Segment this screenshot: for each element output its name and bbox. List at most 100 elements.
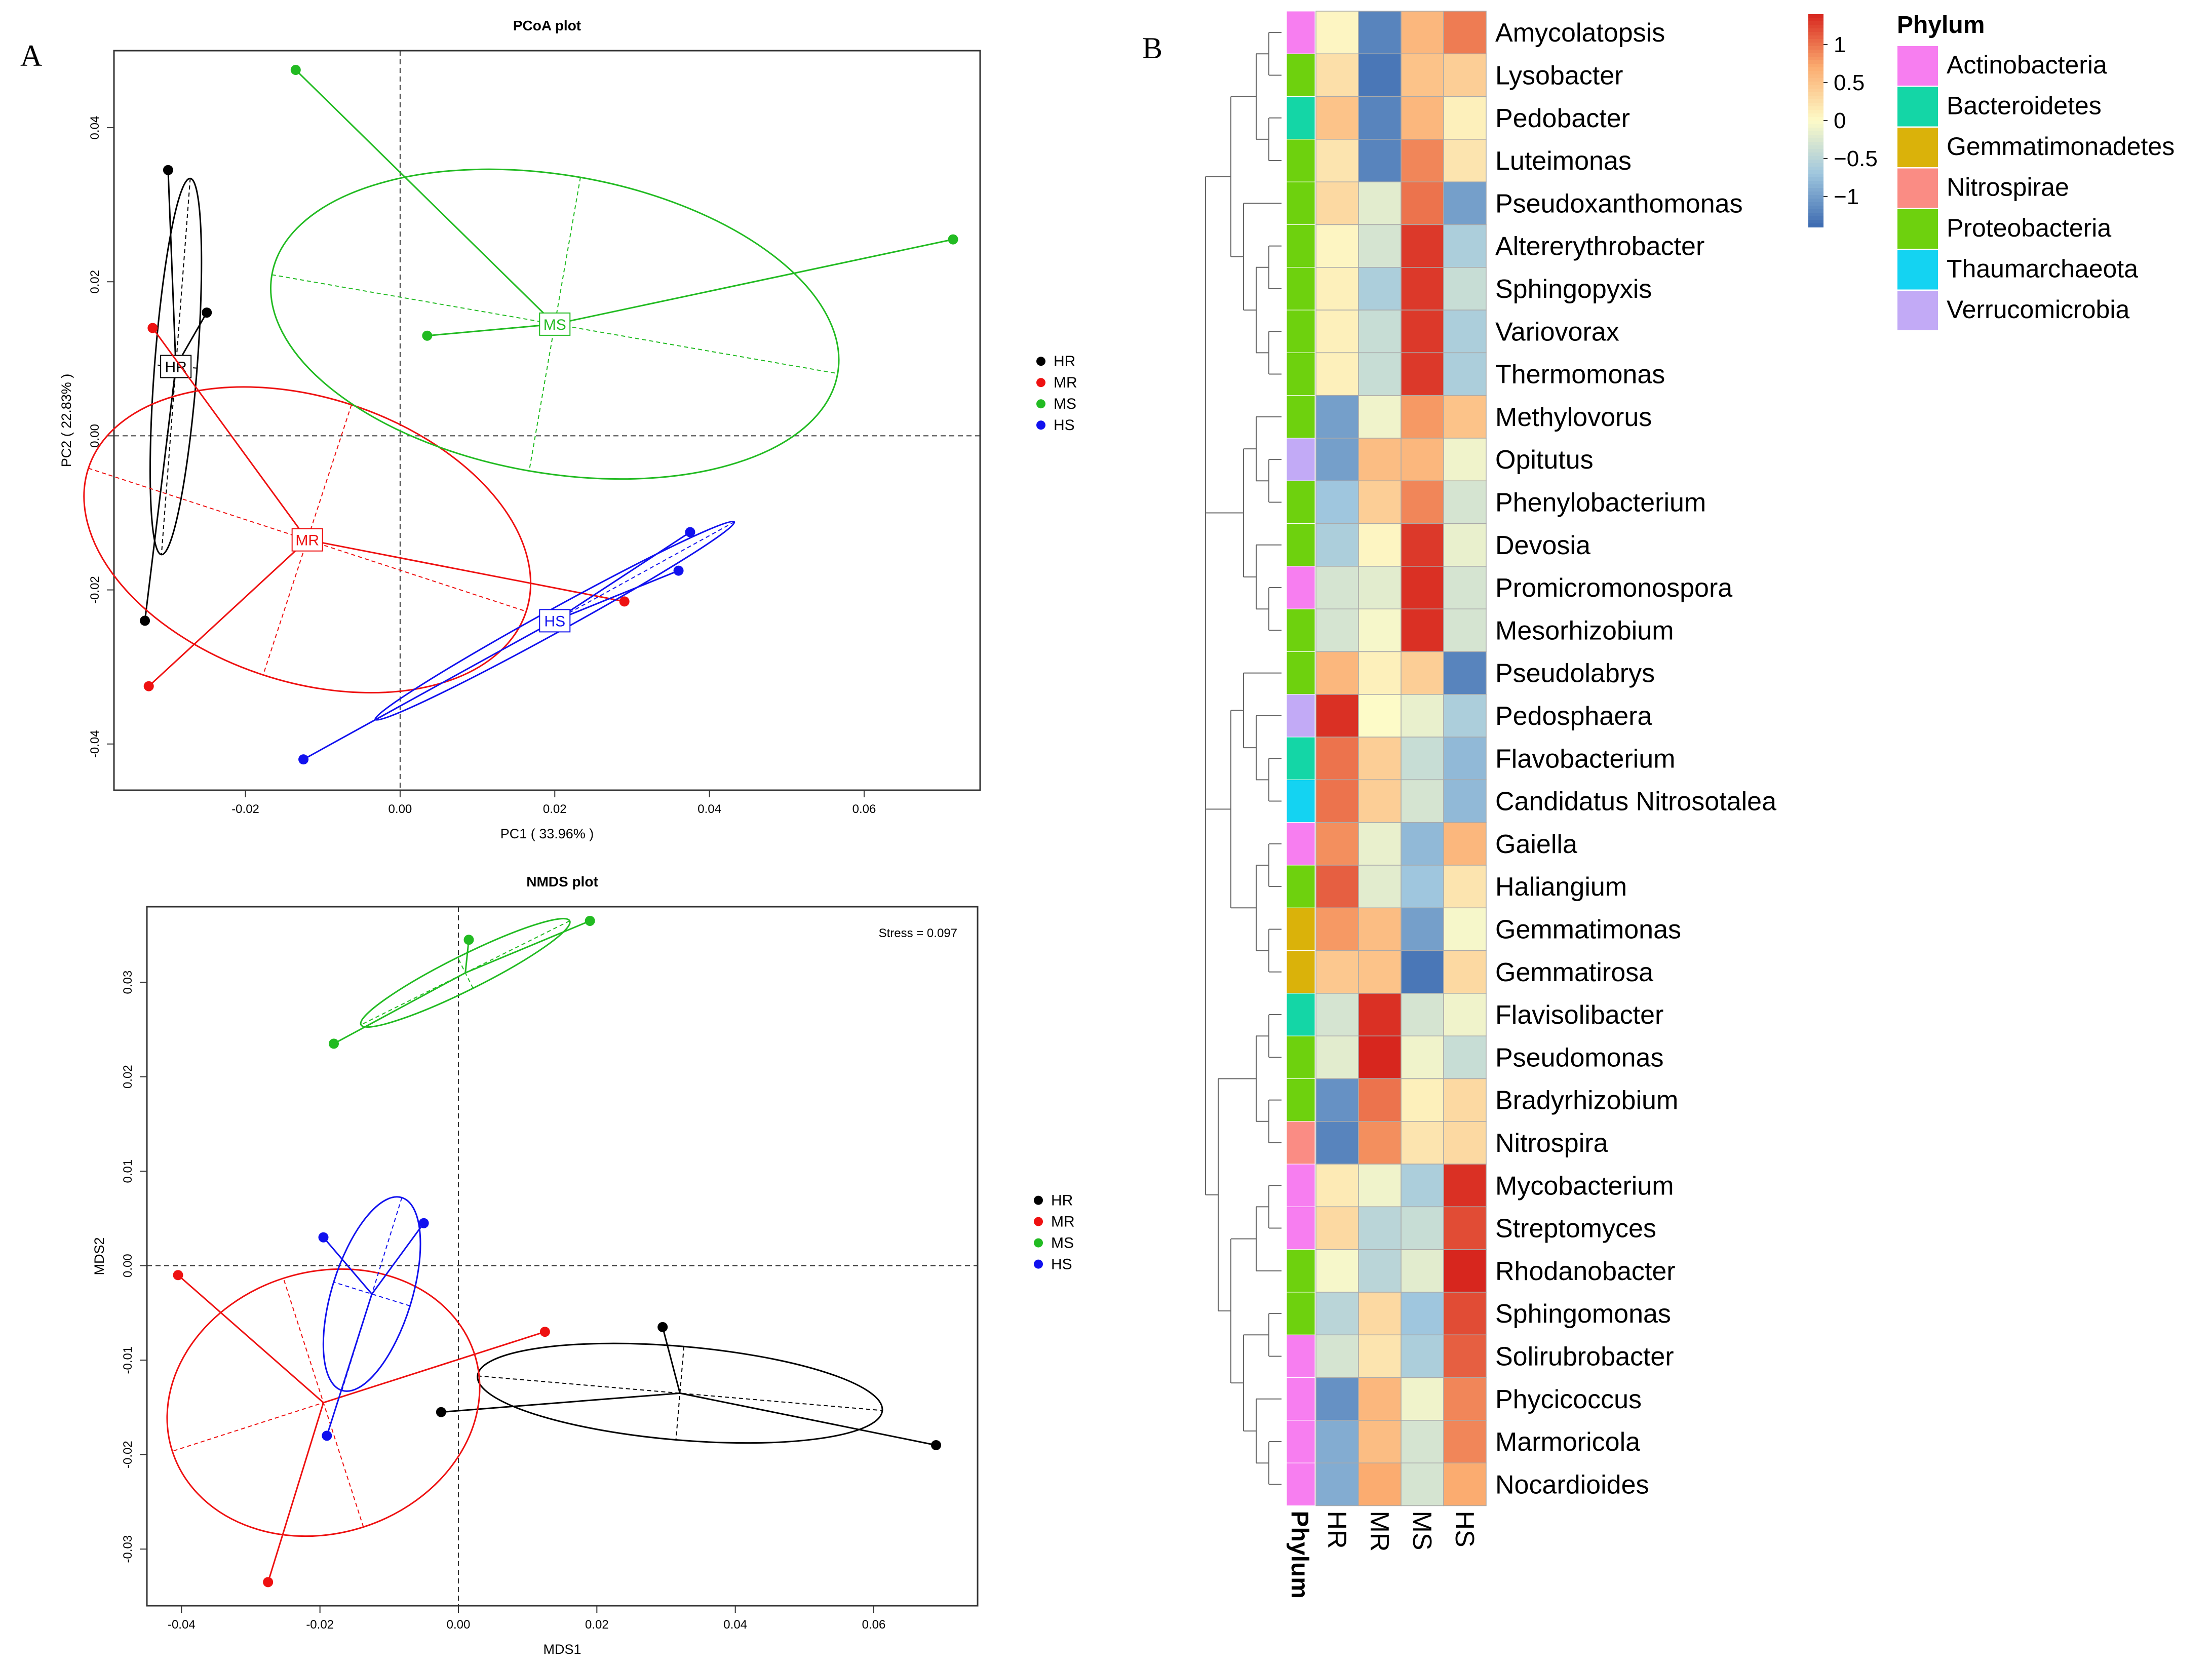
phylum-legend-label: Verrucomicrobia: [1947, 295, 2129, 324]
pcoa-point-hs: [673, 565, 684, 576]
pcoa-point-hs: [298, 754, 309, 765]
pcoa-centroid-label: HS: [544, 613, 565, 630]
row-label: Bradyrhizobium: [1495, 1086, 1678, 1115]
colorbar-segment: [1808, 195, 1823, 199]
heatmap-cell: [1443, 267, 1487, 311]
heatmap-cell: [1443, 438, 1487, 482]
row-label: Amycolatopsis: [1495, 18, 1665, 48]
pcoa-x-tick-label: 0.00: [389, 802, 412, 816]
pcoa-y-tick-label: 0.00: [88, 424, 102, 448]
row-label: Gemmatirosa: [1495, 958, 1653, 987]
heatmap-cell: [1443, 1035, 1487, 1079]
nmds-y-tick-label: 0.03: [121, 971, 135, 994]
phylum-cell: [1286, 950, 1315, 994]
row-label: Streptomyces: [1495, 1214, 1656, 1244]
pcoa-legend-label: MR: [1054, 374, 1077, 391]
heatmap-cell: [1358, 267, 1402, 311]
heatmap-cell: [1443, 181, 1487, 225]
row-label: Phycicoccus: [1495, 1385, 1642, 1414]
heatmap-cell: [1443, 1420, 1487, 1463]
heatmap-cell: [1401, 1164, 1444, 1208]
pcoa-x-tick-label: -0.02: [231, 802, 259, 816]
row-label: Nitrospira: [1495, 1129, 1608, 1158]
heatmap-cell: [1443, 1206, 1487, 1250]
heatmap-cell: [1443, 1078, 1487, 1122]
heatmap-cell: [1401, 480, 1444, 524]
row-label: Pseudomonas: [1495, 1043, 1663, 1072]
pcoa-y-tick-label: 0.02: [88, 270, 102, 294]
heatmap-cell: [1315, 950, 1359, 994]
nmds-x-tick-label: -0.04: [168, 1618, 196, 1632]
phylum-cell: [1286, 1206, 1315, 1250]
pcoa-spoke: [148, 539, 308, 687]
pcoa-axis-major-hr: [161, 178, 191, 555]
heatmap-cell: [1401, 608, 1444, 652]
heatmap-cell: [1401, 694, 1444, 738]
nmds-spoke: [371, 1222, 424, 1295]
heatmap-cell: [1358, 993, 1402, 1036]
colorbar-segment: [1808, 220, 1823, 224]
colorbar-segment: [1808, 25, 1823, 29]
phylum-cell: [1286, 907, 1315, 951]
column-label: MS: [1407, 1511, 1437, 1551]
colorbar-segment: [1808, 177, 1823, 181]
phylum-cell: [1286, 865, 1315, 908]
nmds-title: NMDS plot: [526, 874, 598, 889]
pcoa-legend-marker: [1036, 378, 1045, 388]
row-label: Phenylobacterium: [1495, 488, 1706, 517]
panel-label-a: A: [20, 39, 42, 72]
heatmap-cell: [1443, 96, 1487, 140]
heatmap-cell: [1358, 1377, 1402, 1421]
heatmap-cell: [1401, 566, 1444, 609]
nmds-axis-major-hr: [477, 1375, 882, 1411]
heatmap-cell: [1401, 267, 1444, 311]
colorbar-segment: [1808, 223, 1823, 227]
nmds-frame: [146, 906, 979, 1607]
pcoa-y-tick-label: -0.02: [88, 576, 102, 604]
nmds-legend-label: HS: [1051, 1256, 1072, 1273]
nmds-legend-marker: [1034, 1238, 1043, 1248]
colorbar-segment: [1808, 167, 1823, 171]
pcoa-point-hr: [163, 165, 173, 175]
heatmap-cell: [1443, 694, 1487, 738]
colorbar-segment: [1808, 191, 1823, 196]
phylum-cell: [1286, 1462, 1315, 1506]
heatmap-cell: [1315, 907, 1359, 951]
heatmap-cell: [1443, 566, 1487, 609]
colorbar-segment: [1808, 152, 1823, 157]
heatmap-cell: [1401, 1420, 1444, 1463]
heatmap-cell: [1315, 1420, 1359, 1463]
heatmap-cell: [1401, 1121, 1444, 1165]
nmds-stress-annotation: Stress = 0.097: [879, 926, 957, 940]
row-label: Mesorhizobium: [1495, 616, 1674, 645]
heatmap-cell: [1315, 1078, 1359, 1122]
heatmap-cell: [1315, 1035, 1359, 1079]
heatmap-cell: [1401, 1249, 1444, 1293]
heatmap-cell: [1401, 779, 1444, 823]
colorbar-segment: [1808, 121, 1823, 125]
row-label: Pedosphaera: [1495, 702, 1652, 731]
heatmap-cell: [1358, 737, 1402, 781]
colorbar-segment: [1808, 89, 1823, 93]
heatmap-cell: [1443, 395, 1487, 439]
heatmap-cell: [1443, 737, 1487, 781]
colorbar-segment: [1808, 149, 1823, 153]
colorbar-segment: [1808, 18, 1823, 22]
colorbar-segment: [1808, 32, 1823, 36]
colorbar-segment: [1808, 46, 1823, 50]
colorbar-segment: [1808, 67, 1823, 71]
heatmap-cell: [1401, 1462, 1444, 1506]
row-label: Sphingopyxis: [1495, 275, 1652, 304]
heatmap-cell: [1358, 96, 1402, 140]
nmds-point-mr: [539, 1327, 550, 1337]
phylum-legend-swatch: [1896, 290, 1939, 331]
nmds-point-hs: [322, 1430, 332, 1441]
phylum-cell: [1286, 1292, 1315, 1335]
nmds-x-tick-label: 0.06: [862, 1618, 886, 1632]
phylum-legend-swatch: [1896, 45, 1939, 87]
colorbar-segment: [1808, 96, 1823, 100]
heatmap-cell: [1358, 1420, 1402, 1463]
pcoa-title: PCoA plot: [513, 18, 581, 33]
nmds-y-tick-label: 0.01: [121, 1159, 135, 1183]
phylum-legend-label: Proteobacteria: [1947, 214, 2111, 242]
